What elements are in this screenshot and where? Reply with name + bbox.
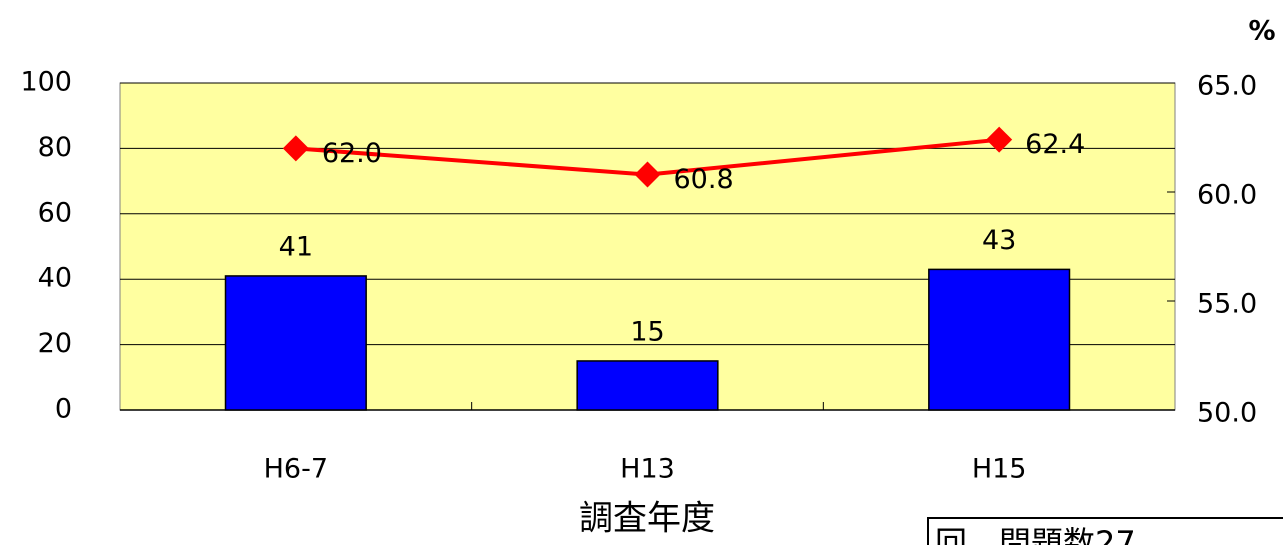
y-tick-label: 40 bbox=[38, 263, 72, 294]
line-value-label: 60.8 bbox=[674, 164, 734, 195]
line-marker bbox=[282, 135, 309, 162]
line-value-label: 62.0 bbox=[322, 138, 382, 169]
annotation-box bbox=[927, 517, 1283, 545]
line-marker bbox=[634, 161, 661, 188]
bar bbox=[576, 360, 719, 411]
y2-tick-label: 50.0 bbox=[1197, 398, 1257, 429]
y2-tick-label: 55.0 bbox=[1197, 289, 1257, 320]
y-tick-label: 20 bbox=[38, 328, 72, 359]
bar-value-label: 15 bbox=[630, 316, 664, 347]
bar bbox=[928, 268, 1071, 411]
annotation: 回 問題数27 bbox=[935, 524, 1136, 545]
y-tick-label: 60 bbox=[38, 197, 72, 228]
x-axis-label: 調査年度 bbox=[579, 499, 715, 539]
y-tick-label: 80 bbox=[38, 132, 72, 163]
x-tick-label: H13 bbox=[620, 454, 675, 485]
line-value-label: 62.4 bbox=[1025, 129, 1085, 160]
y2-tick-label: 60.0 bbox=[1197, 180, 1257, 211]
bar-value-label: 41 bbox=[279, 231, 313, 262]
bar bbox=[224, 275, 367, 411]
bar-value-label: 43 bbox=[982, 225, 1016, 256]
y2-tick-label: 65.0 bbox=[1197, 71, 1257, 102]
y-tick-label: 100 bbox=[20, 67, 72, 98]
y-tick-label: 0 bbox=[55, 394, 72, 425]
x-tick-label: H15 bbox=[972, 454, 1027, 485]
x-tick-label: H6-7 bbox=[264, 454, 328, 485]
line-marker bbox=[986, 126, 1013, 153]
y2-axis-label: % bbox=[1248, 16, 1275, 47]
